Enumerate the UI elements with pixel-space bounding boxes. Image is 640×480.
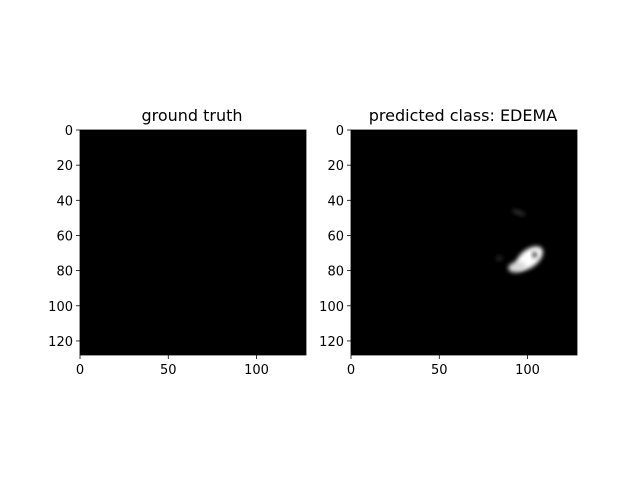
y-tick-label: 60 (56, 229, 73, 244)
y-tick-label: 80 (56, 265, 73, 280)
x-tick-label: 50 (160, 363, 177, 378)
heatmap-blob-faint-spot (495, 255, 503, 261)
x-tick-label: 50 (431, 363, 448, 378)
y-tick-label: 60 (327, 229, 344, 244)
y-tick-label: 120 (48, 335, 73, 350)
x-tick-label: 100 (244, 363, 269, 378)
x-tick-label: 100 (515, 363, 540, 378)
prediction-image (351, 130, 577, 355)
heatmap-blob-faint-streak (512, 209, 526, 216)
y-tick-label: 100 (319, 300, 344, 315)
prediction-panel: predicted class: EDEMA 0 50 100 0 20 40 60 80 10… (319, 106, 578, 378)
heatmap-blob-core (532, 251, 537, 258)
axes-frame (350, 129, 578, 356)
y-tick-label: 100 (48, 300, 73, 315)
ground-truth-title: ground truth (141, 106, 242, 125)
y-tick-label: 40 (327, 194, 344, 209)
y-tick-label: 20 (56, 159, 73, 174)
prediction-title: predicted class: EDEMA (369, 106, 558, 125)
y-tick-label: 20 (327, 159, 344, 174)
axes-frame (79, 129, 307, 356)
y-tick-label: 120 (319, 335, 344, 350)
y-tick-label: 40 (56, 194, 73, 209)
y-tick-label: 0 (336, 124, 344, 139)
x-tick-label: 0 (76, 363, 84, 378)
y-tick-label: 0 (65, 124, 73, 139)
heatmap-blob-main-lesion-tail (508, 261, 526, 273)
ground-truth-image (80, 130, 306, 355)
y-tick-label: 80 (327, 265, 344, 280)
x-tick-label: 0 (347, 363, 355, 378)
ground-truth-panel: ground truth 0 50 100 0 20 40 60 80 100 120 (48, 106, 307, 378)
